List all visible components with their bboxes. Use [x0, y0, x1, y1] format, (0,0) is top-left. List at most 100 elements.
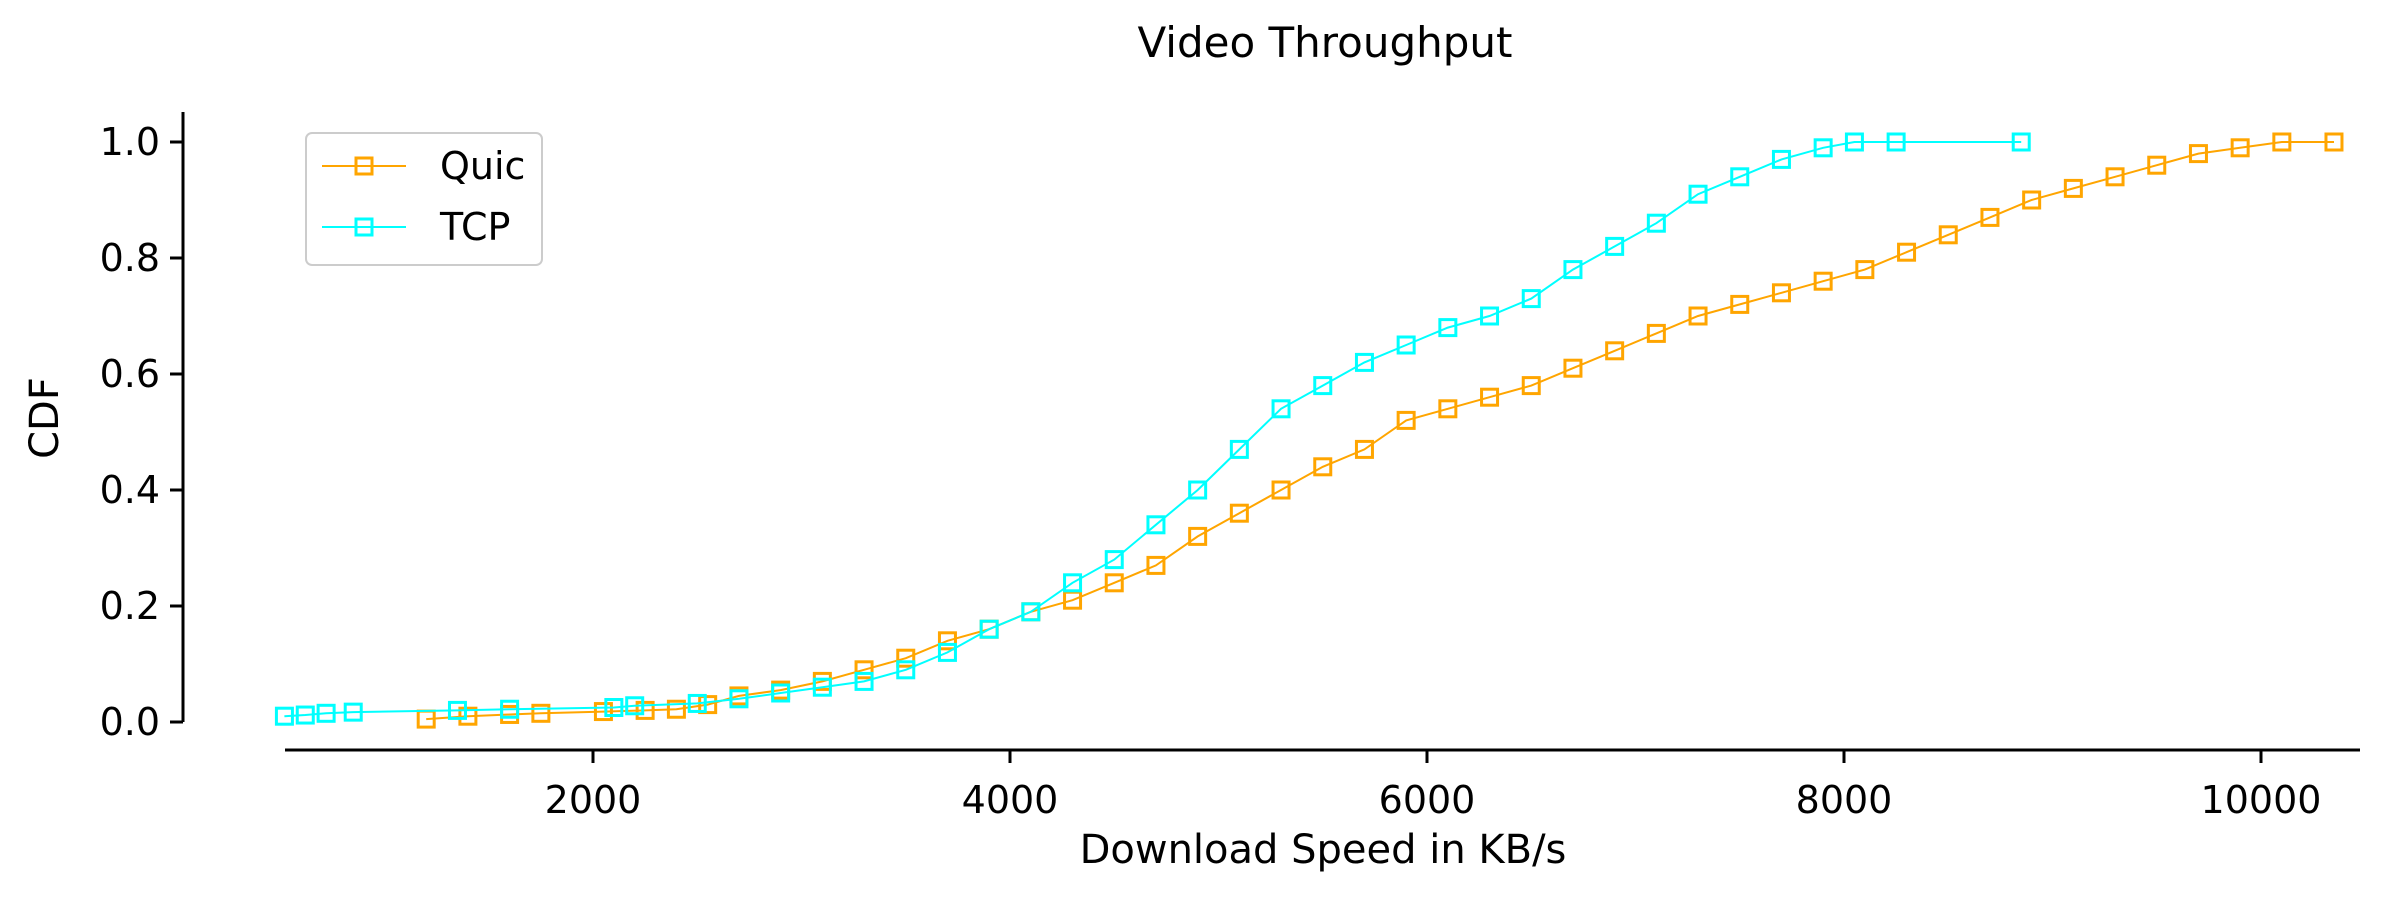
- legend-label: TCP: [439, 205, 510, 249]
- data-point-marker: [1396, 335, 1416, 355]
- data-point-marker: [1563, 260, 1583, 280]
- data-point-marker: [625, 696, 645, 716]
- y-tick-label: 0.6: [100, 352, 160, 396]
- data-point-marker: [1229, 439, 1249, 459]
- x-tick-label: 6000: [1379, 778, 1476, 822]
- y-axis-label: CDF: [22, 377, 68, 459]
- data-point-marker: [1813, 138, 1833, 158]
- x-tick-label: 4000: [962, 778, 1059, 822]
- series-line: [426, 141, 2334, 721]
- data-point-marker: [343, 702, 363, 722]
- data-point-marker: [604, 698, 624, 717]
- data-point-marker: [1730, 294, 1750, 314]
- data-point-marker: [1813, 271, 1833, 291]
- series-quic: [416, 132, 2344, 729]
- x-tick-group: 2000 4000 6000 8000 10000: [545, 750, 2321, 822]
- y-tick-group: 0.0 0.2 0.4 0.6 0.8 1.0: [100, 120, 183, 744]
- data-point-marker: [666, 699, 686, 719]
- series-line: [284, 141, 2022, 718]
- series-layer: [274, 132, 2344, 729]
- data-point-marker: [458, 706, 478, 726]
- data-point-marker: [2324, 132, 2344, 152]
- data-point-marker: [1229, 503, 1249, 523]
- data-point-marker: [1438, 318, 1458, 338]
- data-point-marker: [1605, 341, 1625, 361]
- data-point-marker: [1271, 399, 1291, 419]
- series-tcp: [274, 132, 2031, 726]
- data-point-marker: [854, 671, 874, 691]
- data-point-marker: [1104, 550, 1124, 570]
- data-point-marker: [771, 683, 791, 703]
- data-point-marker: [687, 693, 707, 713]
- data-point-marker: [1563, 358, 1583, 378]
- data-point-marker: [1844, 132, 1864, 152]
- data-point-marker: [2272, 132, 2292, 152]
- data-point-marker: [1146, 555, 1166, 575]
- data-point-marker: [1396, 410, 1416, 430]
- data-point-marker: [854, 660, 874, 680]
- data-point-marker: [1980, 207, 2000, 227]
- data-point-marker: [295, 705, 315, 725]
- data-point-marker: [316, 703, 336, 723]
- x-axis-label: Download Speed in KB/s: [1080, 827, 1567, 873]
- data-point-marker: [2022, 190, 2042, 210]
- data-point-marker: [531, 703, 551, 723]
- x-tick-label: 8000: [1796, 778, 1893, 822]
- y-tick-label: 0.2: [100, 584, 160, 628]
- legend-label: Quic: [440, 144, 525, 188]
- data-point-marker: [1313, 376, 1333, 396]
- data-point-marker: [2105, 167, 2125, 187]
- data-point-marker: [1897, 242, 1917, 262]
- data-point-marker: [2147, 155, 2167, 175]
- data-point-marker: [1855, 260, 1875, 280]
- data-point-marker: [1021, 602, 1041, 622]
- data-point-marker: [1354, 352, 1374, 372]
- data-point-marker: [1938, 225, 1958, 245]
- legend: Quic TCP: [305, 132, 543, 266]
- data-point-marker: [635, 700, 655, 720]
- data-point-marker: [1354, 439, 1374, 459]
- data-point-marker: [1480, 306, 1500, 326]
- data-point-marker: [1646, 323, 1666, 343]
- y-tick-label: 1.0: [100, 120, 160, 164]
- y-tick-label: 0.4: [100, 468, 160, 512]
- x-tick-label: 2000: [545, 778, 642, 822]
- data-point-marker: [2063, 178, 2083, 198]
- data-point-marker: [1146, 515, 1166, 535]
- data-point-marker: [1688, 306, 1708, 326]
- data-point-marker: [1063, 573, 1083, 593]
- data-point-marker: [1688, 184, 1708, 204]
- data-point-marker: [447, 700, 467, 720]
- data-point-marker: [1521, 376, 1541, 396]
- chart-title: Video Throughput: [1138, 18, 1513, 67]
- data-point-marker: [1188, 480, 1208, 500]
- data-point-marker: [1188, 526, 1208, 546]
- data-point-marker: [698, 695, 718, 715]
- data-point-marker: [1313, 457, 1333, 477]
- data-point-marker: [2011, 132, 2031, 152]
- data-point-marker: [1646, 213, 1666, 233]
- data-point-marker: [1271, 480, 1291, 500]
- data-point-marker: [979, 619, 999, 639]
- data-point-marker: [593, 702, 613, 722]
- data-point-marker: [1438, 399, 1458, 419]
- data-point-marker: [1104, 573, 1124, 593]
- data-point-marker: [729, 689, 749, 709]
- data-point-marker: [274, 706, 294, 726]
- y-tick-label: 0.8: [100, 236, 160, 280]
- data-point-marker: [500, 699, 520, 719]
- data-point-marker: [1480, 387, 1500, 407]
- legend-item-quic: Quic: [322, 144, 525, 188]
- data-point-marker: [2230, 138, 2250, 158]
- data-point-marker: [896, 648, 916, 668]
- data-point-marker: [937, 642, 957, 662]
- data-point-marker: [1771, 149, 1791, 169]
- data-point-marker: [2188, 144, 2208, 164]
- data-point-marker: [1730, 167, 1750, 187]
- data-point-marker: [937, 631, 957, 651]
- legend-item-tcp: TCP: [322, 205, 510, 249]
- legend-marker: [354, 156, 374, 176]
- data-point-marker: [1605, 236, 1625, 256]
